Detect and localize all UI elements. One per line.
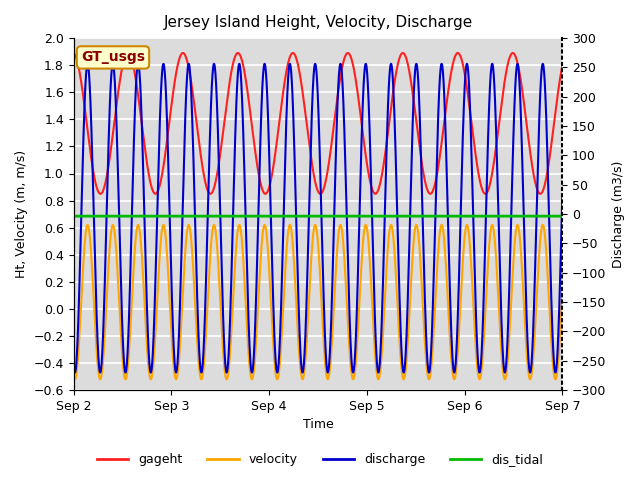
Text: GT_usgs: GT_usgs [81,50,145,64]
Y-axis label: Discharge (m3/s): Discharge (m3/s) [612,160,625,268]
Legend: gageht, velocity, discharge, dis_tidal: gageht, velocity, discharge, dis_tidal [92,448,548,471]
Y-axis label: Ht, Velocity (m, m/s): Ht, Velocity (m, m/s) [15,150,28,278]
X-axis label: Time: Time [303,419,333,432]
Title: Jersey Island Height, Velocity, Discharge: Jersey Island Height, Velocity, Discharg… [163,15,472,30]
